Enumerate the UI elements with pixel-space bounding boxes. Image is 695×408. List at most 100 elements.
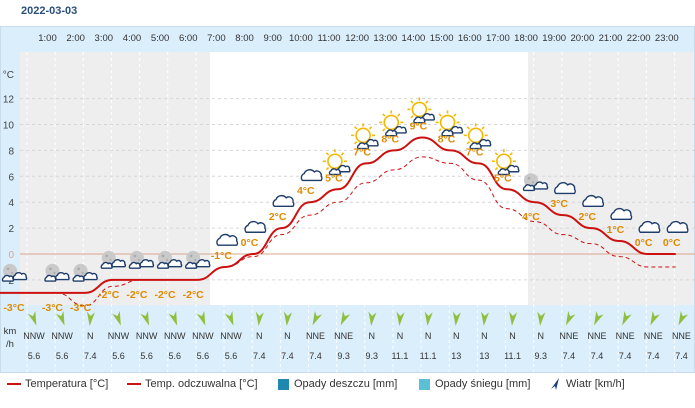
wind-arrow-icon xyxy=(452,311,461,326)
wind-arrow-icon xyxy=(368,311,377,326)
legend-wind: Wiatr [km/h] xyxy=(550,378,625,390)
wind-arrow-icon xyxy=(565,310,576,326)
hour-label: 2:00 xyxy=(66,33,85,44)
hour-label: 5:00 xyxy=(151,33,170,44)
temperature-label: 0°C xyxy=(663,237,681,249)
partly-sunny-icon xyxy=(379,110,407,137)
y-unit-label: °C xyxy=(3,70,14,81)
legend-snow-label: Opady śniegu [mm] xyxy=(435,378,531,390)
cloudy-icon xyxy=(610,207,633,220)
wind-direction-label: NNE xyxy=(644,331,663,341)
wind-arrow-icon xyxy=(255,311,264,326)
hour-label: 15:00 xyxy=(430,33,454,44)
temperature-label: 8°C xyxy=(381,133,399,145)
cloudy-icon xyxy=(666,220,689,233)
wind-speed-label: 5.6 xyxy=(168,351,181,361)
wind-direction-label: NNW xyxy=(51,331,73,341)
wind-speed-label: 7.4 xyxy=(309,351,322,361)
legend-rain: Opady deszczu [mm] xyxy=(278,378,397,390)
hour-label: 12:00 xyxy=(345,33,369,44)
wind-direction-label: N xyxy=(537,331,544,341)
night-cloudy-icon xyxy=(185,250,211,269)
legend-feels-like: Temp. odczuwalna [°C] xyxy=(127,378,258,390)
temperature-label: 4°C xyxy=(522,211,540,223)
legend-temperature-label: Temperatura [°C] xyxy=(25,378,109,390)
temperature-label: 4°C xyxy=(297,185,315,197)
hour-label: 11:00 xyxy=(317,33,340,44)
wind-direction-label: NNE xyxy=(306,331,325,341)
wind-arrow-icon xyxy=(86,311,95,326)
hour-label: 22:00 xyxy=(627,33,651,44)
wind-arrow-icon xyxy=(224,311,234,326)
legend-rain-label: Opady deszczu [mm] xyxy=(294,378,398,390)
y-axis-panel xyxy=(0,26,20,372)
legend-snow-swatch xyxy=(419,378,430,390)
wind-unit-label: /h xyxy=(6,339,14,350)
legend-feels-like-label: Temp. odczuwalna [°C] xyxy=(145,378,258,390)
wind-arrow-icon xyxy=(622,310,632,326)
hour-label: 23:00 xyxy=(655,33,679,44)
legend-snow: Opady śniegu [mm] xyxy=(419,378,530,390)
wind-speed-label: 7.4 xyxy=(253,351,266,361)
wind-direction-label: N xyxy=(256,331,263,341)
legend-wind-label: Wiatr [km/h] xyxy=(566,378,625,390)
wind-speed-label: 9.3 xyxy=(366,351,379,361)
hour-label: 19:00 xyxy=(542,33,566,44)
wind-direction-label: NNE xyxy=(587,331,606,341)
wind-speed-label: 11.1 xyxy=(504,351,521,361)
partly-sunny-icon xyxy=(463,123,492,150)
wind-speed-label: 7.4 xyxy=(647,351,660,361)
legend-feels-like-swatch xyxy=(127,383,141,385)
wind-direction-label: NNW xyxy=(23,331,45,341)
temperature-lines xyxy=(0,136,676,307)
wind-direction-label: NNW xyxy=(192,331,214,341)
night-cloudy-icon xyxy=(522,173,549,192)
wind-speed-label: 5.6 xyxy=(56,351,69,361)
temperature-label: 1°C xyxy=(607,224,625,236)
wind-speed-label: 5.6 xyxy=(28,351,41,361)
wind-arrow-icon xyxy=(396,311,405,326)
temperature-label: -2°C xyxy=(183,289,205,301)
hour-label: 21:00 xyxy=(599,33,623,44)
wind-direction-label: NNW xyxy=(164,331,186,341)
hour-label: 8:00 xyxy=(235,33,254,44)
wind-direction-label: N xyxy=(453,331,460,341)
hour-label: 9:00 xyxy=(263,33,282,44)
wind-speed-label: 13 xyxy=(451,351,461,361)
hour-label: 6:00 xyxy=(179,33,198,44)
wind-direction-label: NNW xyxy=(136,331,158,341)
temperature-label: 3°C xyxy=(550,198,568,210)
wind-arrow-icon xyxy=(537,311,546,326)
wind-speed-label: 7.4 xyxy=(619,351,632,361)
legend-rain-swatch xyxy=(278,378,289,390)
temperature-label: 2°C xyxy=(578,211,596,223)
wind-arrow-icon xyxy=(168,311,178,326)
weather-icons xyxy=(1,97,689,282)
temperature-label: -3°C xyxy=(3,302,25,314)
night-cloudy-icon xyxy=(1,263,28,282)
wind-arrow-icon xyxy=(140,311,149,326)
wind-speed-label: 7.4 xyxy=(591,351,604,361)
hour-label: 1:00 xyxy=(38,33,57,44)
legend-temperature: Temperatura [°C] xyxy=(7,378,108,390)
temperature-label: 5°C xyxy=(494,172,512,184)
wind-arrow-icon xyxy=(112,311,121,326)
wind-arrow-icon xyxy=(283,311,292,326)
hour-label: 14:00 xyxy=(402,33,426,44)
wind-direction-label: N xyxy=(481,331,488,341)
wind-speed-label: 5.6 xyxy=(140,351,153,361)
night-cloudy-icon xyxy=(156,250,183,269)
wind-unit-label: km xyxy=(4,326,17,337)
hour-label: 4:00 xyxy=(123,33,142,44)
hour-label: 17:00 xyxy=(486,33,510,44)
night-shade-evening xyxy=(528,52,695,305)
y-tick-label: 10 xyxy=(3,121,15,132)
wind-direction-label: NNE xyxy=(334,331,353,341)
cloudy-icon xyxy=(244,220,267,233)
y-tick-label: 2 xyxy=(8,224,14,235)
wind-speed-label: 5.6 xyxy=(225,351,238,361)
wind-arrow-icon xyxy=(650,310,660,326)
wind-arrow-icon xyxy=(340,310,351,326)
cloudy-icon xyxy=(300,169,323,182)
temperature-label: 0°C xyxy=(635,237,653,249)
